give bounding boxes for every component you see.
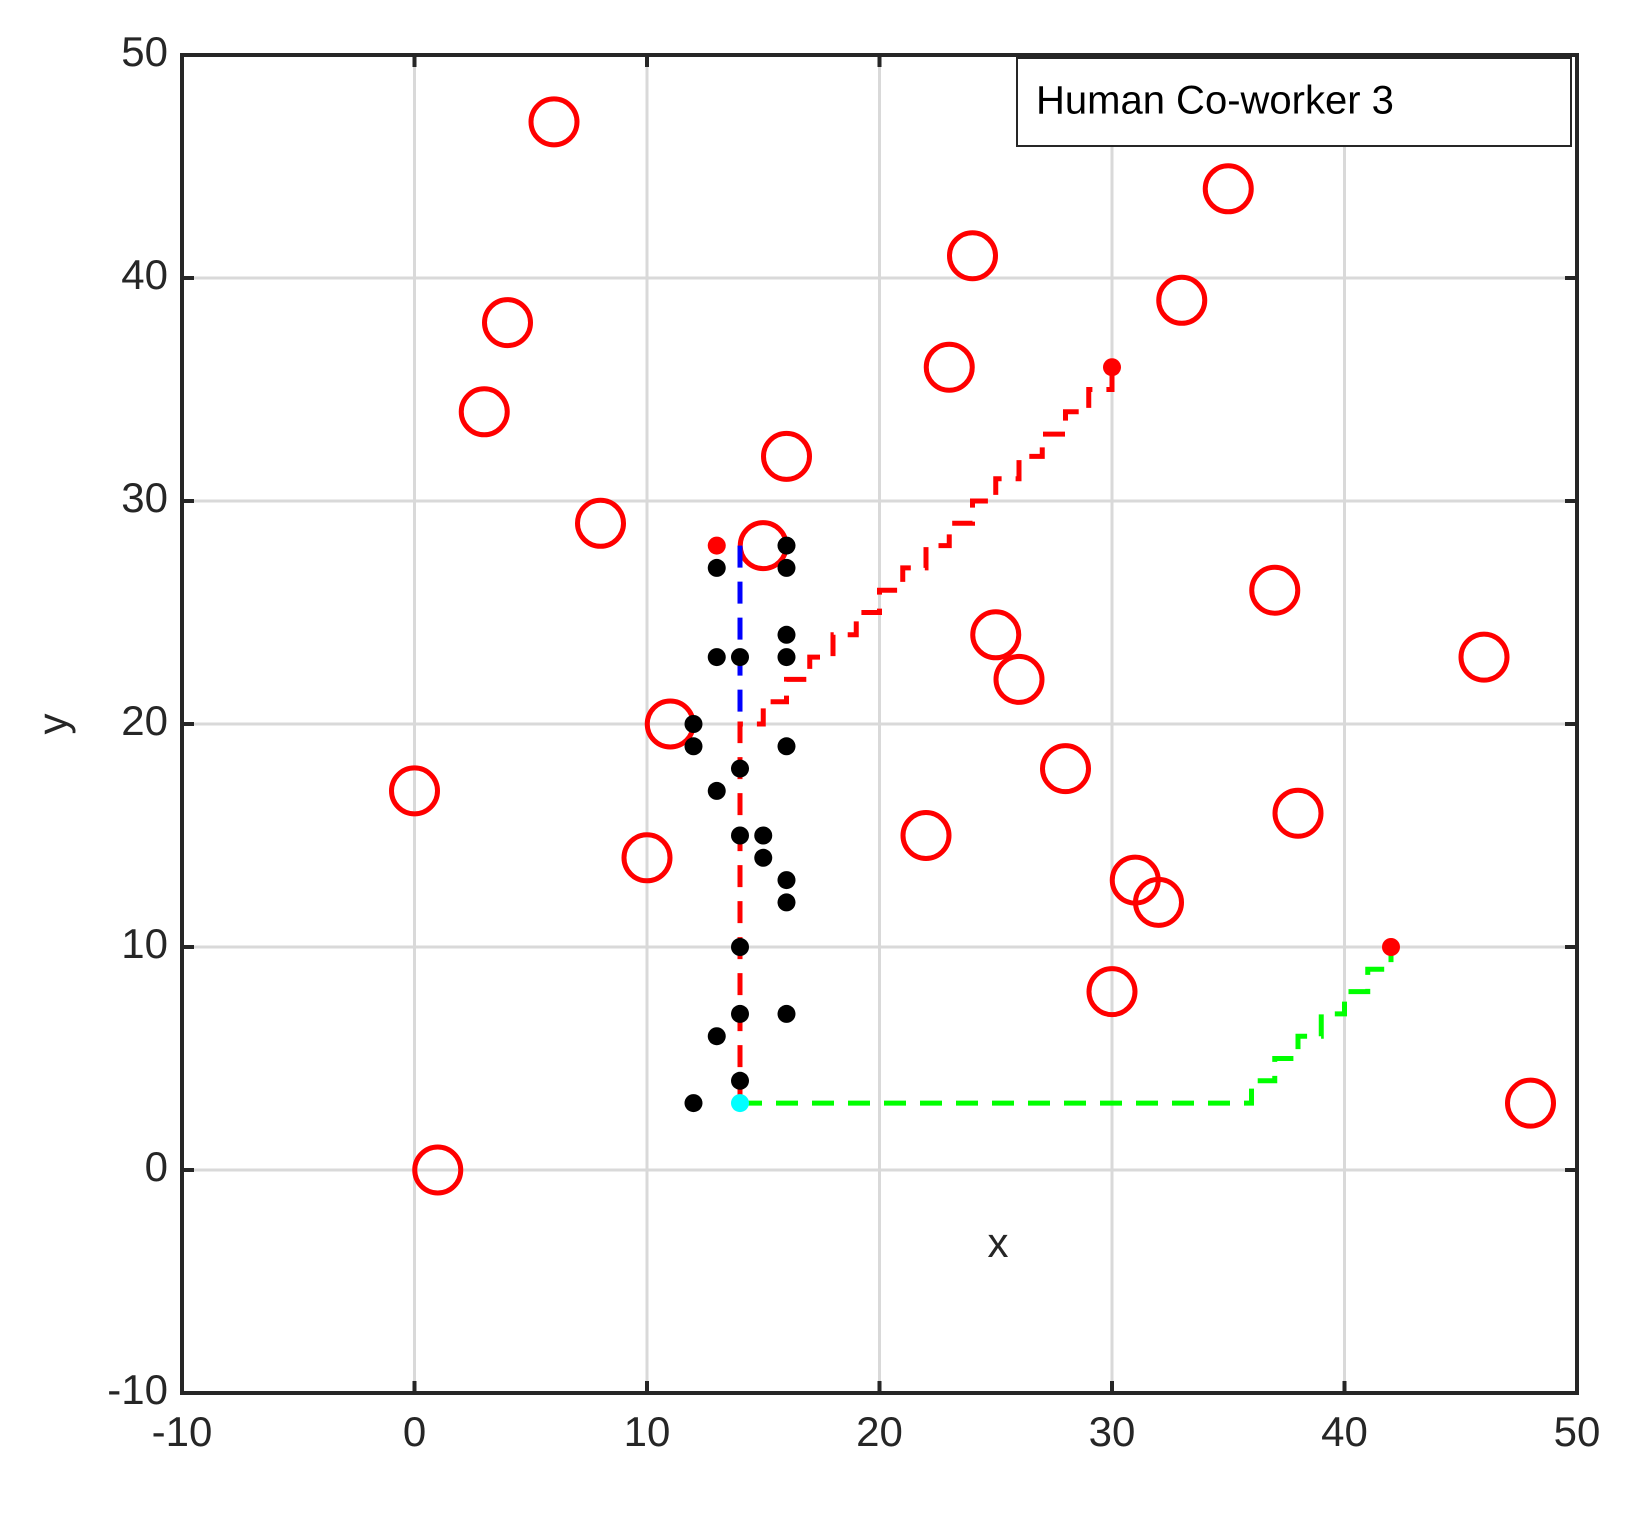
obstacle	[1156, 274, 1208, 326]
y-tick-label: 10	[121, 920, 168, 967]
obstacle	[970, 609, 1022, 661]
point	[731, 648, 749, 667]
point	[707, 648, 726, 667]
y-tick-label: 0	[145, 1143, 168, 1190]
point	[707, 1027, 726, 1046]
obstacle	[1458, 631, 1510, 683]
point	[754, 848, 773, 867]
point	[1103, 358, 1121, 377]
y-axis-label: y	[29, 714, 76, 735]
point	[777, 893, 796, 912]
obstacle	[1040, 743, 1091, 795]
obstacle	[993, 653, 1045, 705]
obstacle	[1505, 1077, 1556, 1129]
annotation-box	[1016, 57, 1572, 147]
y-tick-label: 20	[121, 697, 168, 744]
obstacle	[1086, 966, 1138, 1018]
point	[777, 625, 796, 644]
x-tick-label: 10	[624, 1408, 671, 1455]
y-tick-label: 30	[121, 474, 168, 521]
point	[684, 715, 703, 733]
x-tick-label: 20	[856, 1408, 903, 1455]
point	[777, 1004, 796, 1023]
obstacle	[1249, 564, 1301, 616]
obstacle	[923, 341, 975, 393]
path-line	[737, 367, 1115, 1104]
obstacle	[575, 497, 626, 549]
point	[707, 536, 726, 555]
point	[731, 938, 749, 956]
point	[777, 536, 796, 555]
obstacle	[1202, 163, 1254, 215]
point	[731, 1094, 749, 1113]
obstacle	[900, 810, 952, 861]
obstacle	[621, 832, 673, 884]
point	[754, 826, 773, 845]
point	[731, 759, 749, 778]
x-tick-label: 0	[403, 1408, 426, 1455]
path-line	[740, 947, 1394, 1106]
point	[777, 737, 796, 756]
x-tick-label: -10	[152, 1408, 213, 1455]
obstacle	[528, 96, 580, 148]
y-tick-label: 40	[121, 251, 168, 298]
obstacle	[412, 1144, 464, 1196]
point	[684, 1094, 703, 1113]
obstacle	[458, 386, 510, 438]
point	[777, 648, 796, 667]
point	[777, 871, 796, 890]
x-tick-label: 50	[1554, 1408, 1601, 1455]
obstacle	[389, 765, 440, 817]
point	[777, 558, 796, 577]
point	[684, 737, 703, 756]
plot-frame	[180, 53, 1579, 1395]
obstacle	[482, 297, 533, 349]
point	[1382, 938, 1400, 956]
point	[731, 1071, 749, 1090]
obstacle	[947, 230, 998, 282]
annotation: Human Co-worker 3	[1036, 79, 1394, 123]
point	[707, 558, 726, 577]
obstacle	[1133, 876, 1184, 928]
y-tick-label: -10	[107, 1366, 168, 1413]
y-tick-label: 50	[121, 28, 168, 75]
point	[731, 1004, 749, 1023]
point	[707, 781, 726, 800]
x-tick-label: 40	[1321, 1408, 1368, 1455]
x-axis-label: x	[988, 1219, 1009, 1266]
point	[731, 826, 749, 845]
x-tick-label: 30	[1089, 1408, 1136, 1455]
obstacle	[761, 430, 812, 482]
obstacle	[1272, 787, 1324, 839]
